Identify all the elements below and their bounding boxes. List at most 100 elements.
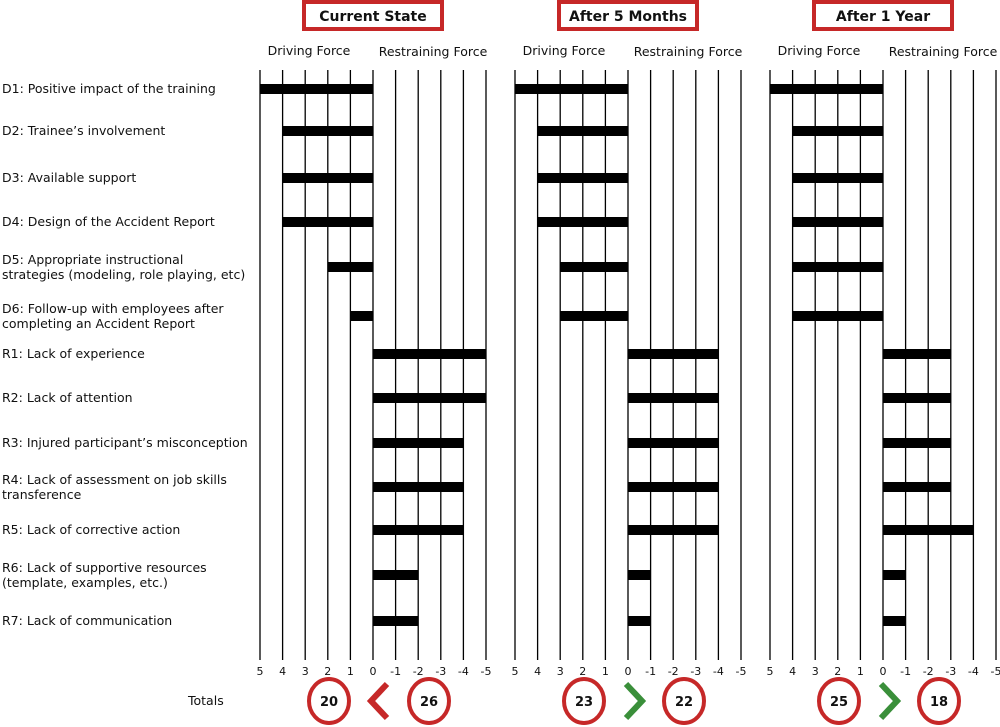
panel-title: After 1 Year xyxy=(836,9,930,25)
x-tick-label: -5 xyxy=(991,665,1000,678)
force-bar xyxy=(327,262,373,272)
force-bar xyxy=(560,262,628,272)
x-tick-label: -3 xyxy=(690,665,701,678)
panel-title-frame xyxy=(812,0,954,31)
x-tick-label: 3 xyxy=(812,665,819,678)
x-tick-label: -5 xyxy=(736,665,747,678)
x-tick-label: 4 xyxy=(534,665,541,678)
category-label: D1: Positive impact of the training xyxy=(2,81,216,96)
force-bar xyxy=(373,393,486,403)
force-bar xyxy=(883,438,951,448)
driving-total: 20 xyxy=(320,695,338,710)
force-bar xyxy=(628,482,719,492)
x-tick-label: -3 xyxy=(945,665,956,678)
force-bar xyxy=(792,126,883,136)
restraining-total-circle xyxy=(407,677,451,725)
x-tick-label: -4 xyxy=(968,665,979,678)
x-tick-label: 0 xyxy=(625,665,632,678)
category-label: completing an Accident Report xyxy=(2,316,195,331)
x-tick-label: -4 xyxy=(458,665,469,678)
force-bar xyxy=(282,173,373,183)
restraining-total: 18 xyxy=(930,695,948,710)
x-tick-label: -2 xyxy=(668,665,679,678)
x-tick-label: 0 xyxy=(880,665,887,678)
force-bar xyxy=(628,349,719,359)
force-bar xyxy=(537,217,628,227)
restraining-force-label: Restraining Force xyxy=(889,44,998,59)
panel-title: Current State xyxy=(319,9,427,25)
comparison-greater-than-icon xyxy=(623,681,647,721)
category-label: R4: Lack of assessment on job skills xyxy=(2,472,227,487)
category-label: R3: Injured participant’s misconception xyxy=(2,435,248,450)
category-label: R6: Lack of supportive resources xyxy=(2,560,207,575)
totals-label: Totals xyxy=(187,693,224,708)
x-tick-label: 5 xyxy=(257,665,264,678)
force-bar xyxy=(560,311,628,321)
force-bar xyxy=(373,349,486,359)
force-bar xyxy=(883,349,951,359)
x-tick-label: -1 xyxy=(900,665,911,678)
force-bar xyxy=(373,525,464,535)
comparison-less-than-icon xyxy=(366,681,390,721)
category-label: R1: Lack of experience xyxy=(2,346,145,361)
force-bar xyxy=(792,173,883,183)
x-tick-label: 5 xyxy=(767,665,774,678)
force-bar xyxy=(883,525,974,535)
x-tick-label: 0 xyxy=(370,665,377,678)
driving-force-label: Driving Force xyxy=(778,43,861,58)
category-label: R2: Lack of attention xyxy=(2,390,133,405)
force-bar xyxy=(792,217,883,227)
driving-total: 23 xyxy=(575,695,593,710)
category-label: (template, examples, etc.) xyxy=(2,575,168,590)
comparison-greater-than-icon xyxy=(878,681,902,721)
force-bar xyxy=(883,482,951,492)
x-tick-label: 2 xyxy=(324,665,331,678)
driving-total: 25 xyxy=(830,695,848,710)
x-tick-label: 4 xyxy=(279,665,286,678)
driving-force-label: Driving Force xyxy=(268,43,351,58)
driving-total-circle xyxy=(307,677,351,725)
force-bar xyxy=(260,84,373,94)
category-label: D6: Follow-up with employees after xyxy=(2,301,224,316)
restraining-total-circle xyxy=(662,677,706,725)
force-bar xyxy=(883,393,951,403)
driving-total-circle xyxy=(817,677,861,725)
category-label: R5: Lack of corrective action xyxy=(2,522,180,537)
x-tick-label: -5 xyxy=(481,665,492,678)
x-tick-label: 4 xyxy=(789,665,796,678)
force-bar xyxy=(373,616,419,626)
driving-total-circle xyxy=(562,677,606,725)
driving-force-label: Driving Force xyxy=(523,43,606,58)
category-label: D4: Design of the Accident Report xyxy=(2,214,215,229)
force-bar xyxy=(883,570,906,580)
restraining-force-label: Restraining Force xyxy=(379,44,488,59)
force-bar xyxy=(373,570,419,580)
restraining-total-circle xyxy=(917,677,961,725)
force-bar xyxy=(628,570,651,580)
force-bar xyxy=(628,525,719,535)
x-tick-label: -1 xyxy=(645,665,656,678)
force-bar xyxy=(883,616,906,626)
x-tick-label: -2 xyxy=(413,665,424,678)
x-tick-label: 5 xyxy=(512,665,519,678)
force-bar xyxy=(537,173,628,183)
restraining-force-label: Restraining Force xyxy=(634,44,743,59)
category-label: D3: Available support xyxy=(2,170,136,185)
force-bar xyxy=(350,311,373,321)
force-bar xyxy=(792,311,883,321)
force-bar xyxy=(515,84,628,94)
x-tick-label: -3 xyxy=(435,665,446,678)
category-label: transference xyxy=(2,487,82,502)
x-tick-label: -2 xyxy=(923,665,934,678)
force-bar xyxy=(628,438,719,448)
category-label: strategies (modeling, role playing, etc) xyxy=(2,267,245,282)
force-bar xyxy=(282,217,373,227)
category-label: D2: Trainee’s involvement xyxy=(2,123,165,138)
force-bar xyxy=(770,84,883,94)
force-bar xyxy=(628,616,651,626)
x-tick-label: 1 xyxy=(347,665,354,678)
panel-title-frame xyxy=(302,0,444,31)
x-tick-label: -1 xyxy=(390,665,401,678)
x-tick-label: 1 xyxy=(857,665,864,678)
